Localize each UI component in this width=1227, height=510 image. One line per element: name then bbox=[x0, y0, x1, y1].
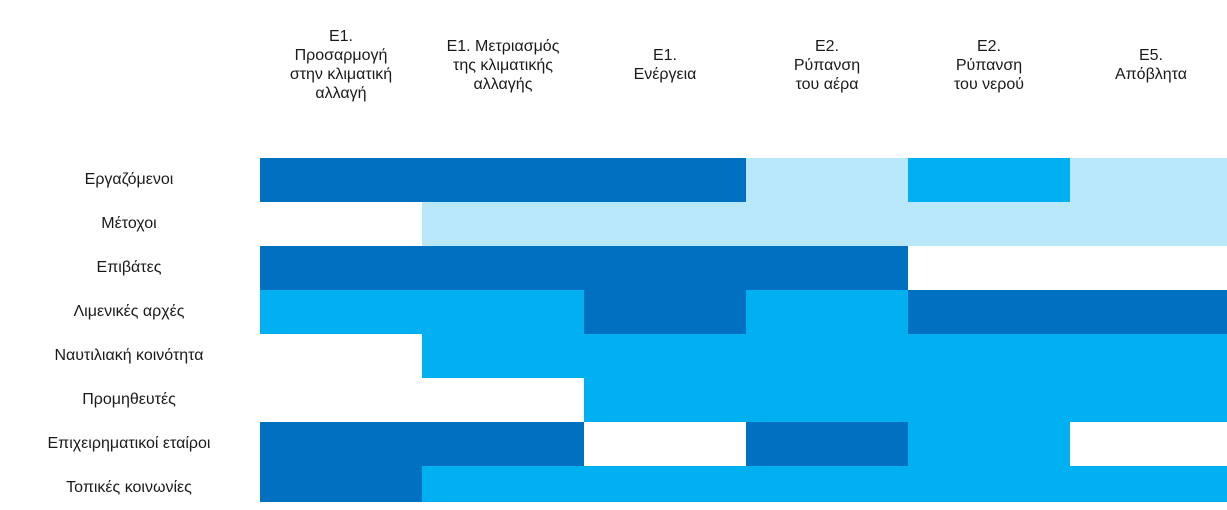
heatmap-cell bbox=[422, 378, 584, 422]
heatmap-cell bbox=[1070, 334, 1227, 378]
heatmap-cell bbox=[584, 422, 746, 466]
heatmap-cell bbox=[908, 158, 1070, 202]
heatmap-cell bbox=[746, 378, 908, 422]
heatmap-cell bbox=[1070, 466, 1227, 502]
heatmap-cell bbox=[584, 290, 746, 334]
heatmap-cell bbox=[260, 202, 422, 246]
heatmap-cell bbox=[1070, 158, 1227, 202]
heatmap-cell bbox=[422, 158, 584, 202]
heatmap-cell bbox=[422, 290, 584, 334]
heatmap-cell bbox=[1070, 246, 1227, 290]
heatmap-cell bbox=[260, 290, 422, 334]
heatmap-cell bbox=[908, 466, 1070, 502]
heatmap-cell bbox=[746, 466, 908, 502]
heatmap-cell bbox=[1070, 290, 1227, 334]
heatmap-cell bbox=[584, 202, 746, 246]
heatmap-cell bbox=[1070, 422, 1227, 466]
heatmap-cell bbox=[908, 290, 1070, 334]
heatmap-cell bbox=[584, 378, 746, 422]
heatmap-cell bbox=[584, 466, 746, 502]
heatmap-cell bbox=[422, 422, 584, 466]
heatmap-cell bbox=[746, 202, 908, 246]
heatmap-cell bbox=[746, 334, 908, 378]
heatmap-cell bbox=[746, 158, 908, 202]
heatmap-cell bbox=[260, 246, 422, 290]
heatmap-cell bbox=[746, 246, 908, 290]
heatmap-cell bbox=[584, 334, 746, 378]
heatmap-cell bbox=[746, 422, 908, 466]
heatmap-cell bbox=[422, 246, 584, 290]
heatmap-cell bbox=[422, 334, 584, 378]
heatmap-cell bbox=[908, 378, 1070, 422]
heatmap-cell bbox=[584, 246, 746, 290]
heatmap-cell bbox=[260, 422, 422, 466]
heatmap-cell bbox=[908, 334, 1070, 378]
heatmap-cell bbox=[908, 422, 1070, 466]
heatmap-cell bbox=[260, 334, 422, 378]
heatmap-cell bbox=[422, 466, 584, 502]
heatmap-cell bbox=[260, 466, 422, 502]
heatmap-cell bbox=[260, 378, 422, 422]
heatmap-cell bbox=[584, 158, 746, 202]
heatmap-cell bbox=[422, 202, 584, 246]
heatmap-cell bbox=[260, 158, 422, 202]
heatmap-cell bbox=[1070, 378, 1227, 422]
heatmap-cell bbox=[908, 202, 1070, 246]
heatmap-cell bbox=[746, 290, 908, 334]
heatmap-cell bbox=[1070, 202, 1227, 246]
heatmap-cell bbox=[908, 246, 1070, 290]
